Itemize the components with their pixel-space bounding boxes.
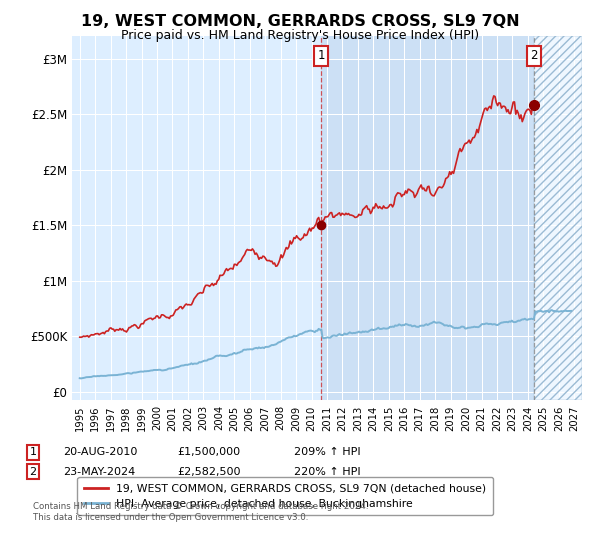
Bar [534, 36, 582, 400]
Bar [321, 36, 534, 400]
Text: 23-MAY-2024: 23-MAY-2024 [63, 466, 135, 477]
Text: Contains HM Land Registry data © Crown copyright and database right 2024.: Contains HM Land Registry data © Crown c… [33, 502, 368, 511]
Text: 220% ↑ HPI: 220% ↑ HPI [294, 466, 361, 477]
Text: 2: 2 [29, 466, 37, 477]
Text: 19, WEST COMMON, GERRARDS CROSS, SL9 7QN: 19, WEST COMMON, GERRARDS CROSS, SL9 7QN [80, 14, 520, 29]
Text: 1: 1 [29, 447, 37, 458]
Text: 1: 1 [317, 49, 325, 62]
Text: This data is licensed under the Open Government Licence v3.0.: This data is licensed under the Open Gov… [33, 514, 308, 522]
Text: £2,582,500: £2,582,500 [177, 466, 241, 477]
Text: 2: 2 [530, 49, 538, 62]
Bar [534, 36, 582, 400]
Text: £1,500,000: £1,500,000 [177, 447, 240, 458]
Text: Price paid vs. HM Land Registry's House Price Index (HPI): Price paid vs. HM Land Registry's House … [121, 29, 479, 42]
Text: 20-AUG-2010: 20-AUG-2010 [63, 447, 137, 458]
Text: 209% ↑ HPI: 209% ↑ HPI [294, 447, 361, 458]
Legend: 19, WEST COMMON, GERRARDS CROSS, SL9 7QN (detached house), HPI: Average price, d: 19, WEST COMMON, GERRARDS CROSS, SL9 7QN… [77, 477, 493, 515]
